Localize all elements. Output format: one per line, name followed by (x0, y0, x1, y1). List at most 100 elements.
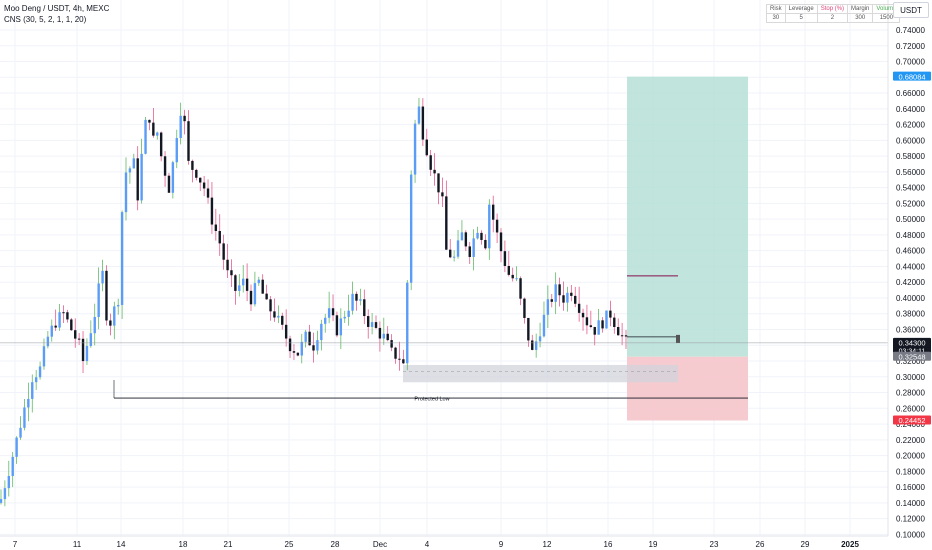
price-tick-label: 0.66000 (896, 89, 925, 98)
candle (249, 284, 253, 311)
candle (265, 284, 268, 300)
candle-body (558, 284, 561, 296)
candle (452, 250, 456, 262)
candle-body (31, 382, 34, 399)
candle-body (363, 299, 366, 317)
candle (503, 240, 507, 273)
candle-body (148, 119, 151, 123)
candle-body (449, 249, 452, 258)
candle (292, 344, 296, 360)
candle-body (113, 306, 116, 326)
indicator-label[interactable]: CNS (30, 5, 2, 1, 1, 20) (4, 15, 87, 24)
candle-body (23, 407, 26, 428)
candle (327, 291, 331, 324)
time-tick-label: 23 (710, 540, 719, 549)
candle-body (456, 240, 460, 257)
take-profit-zone[interactable] (627, 76, 748, 357)
candle (140, 138, 143, 204)
candle-body (398, 358, 401, 360)
candle (531, 334, 534, 351)
price-axis[interactable]: 0.740000.720000.700000.680000.660000.640… (887, 0, 931, 539)
candle (441, 177, 444, 208)
demand-zone[interactable] (403, 364, 678, 383)
candle (38, 361, 42, 380)
candle (433, 153, 436, 186)
candle (499, 228, 503, 263)
projection-marker[interactable] (676, 334, 680, 343)
candle-body (238, 285, 241, 291)
take-profit-price-label: 0.68084 (898, 72, 925, 81)
candle-body (605, 310, 608, 329)
candle-body (491, 204, 495, 220)
candle (581, 308, 585, 331)
candle-body (534, 341, 538, 350)
candle-body (7, 476, 11, 489)
candle (245, 263, 249, 302)
candle (605, 310, 608, 329)
candle-body (179, 115, 182, 139)
candle-body (437, 173, 440, 193)
candle-body (140, 153, 143, 201)
candle-body (519, 278, 522, 299)
candle-body (195, 169, 198, 178)
price-tick-label: 0.56000 (896, 168, 925, 177)
candle-body (409, 174, 413, 283)
candle-body (620, 335, 624, 337)
time-tick-label: 9 (499, 540, 504, 549)
risk-header: Risk (766, 4, 786, 14)
candle-body (261, 279, 264, 294)
candle-body (19, 427, 22, 438)
candle-body (320, 323, 323, 341)
candle-body (167, 175, 171, 193)
candle (577, 286, 581, 322)
candle (562, 281, 565, 311)
candle (566, 286, 569, 312)
candle-body (343, 316, 346, 319)
candle-body (550, 299, 553, 302)
candle (445, 180, 448, 250)
price-tick-label: 0.60000 (896, 136, 925, 145)
candle-body (570, 292, 573, 296)
currency-unit-button[interactable]: USDT (893, 2, 929, 18)
candle-body (128, 168, 132, 173)
price-tick-label: 0.22000 (896, 436, 925, 445)
candle (363, 289, 366, 325)
candle (81, 331, 85, 373)
candle (456, 230, 460, 259)
price-tick-label: 0.16000 (896, 483, 925, 492)
candle (116, 298, 120, 315)
time-axis[interactable]: 7 11 14 18 21 25 28 Dec 4 9 12 16 19 23 26 29 2025 (0, 535, 888, 549)
candle (335, 311, 339, 338)
candle (253, 271, 257, 307)
candle-body (425, 139, 428, 156)
candle-body (226, 259, 229, 271)
candle (546, 285, 550, 329)
candle (257, 276, 261, 286)
candle (163, 151, 167, 187)
margin-value: 300 (847, 13, 874, 23)
candle (609, 300, 612, 327)
candle (601, 317, 604, 333)
candle (187, 110, 190, 165)
symbol-title[interactable]: Moo Deng / USDT, 4h, MEXC (4, 4, 110, 13)
candle-body (214, 224, 218, 231)
candle (589, 310, 593, 329)
time-tick-label: Dec (373, 540, 387, 549)
candle-body (355, 293, 358, 301)
candle (593, 326, 596, 346)
candle (132, 153, 136, 169)
candle (421, 98, 425, 147)
price-tick-label: 0.40000 (896, 294, 925, 303)
risk-value: 30 (766, 13, 786, 23)
candle (34, 369, 38, 390)
candle-body (624, 335, 628, 337)
candle (101, 259, 104, 292)
candle-body (206, 188, 210, 198)
candle-body (257, 279, 261, 284)
candle-body (386, 333, 389, 341)
candle-body (269, 299, 272, 312)
candle-body (249, 290, 253, 305)
candle-body (171, 162, 175, 193)
candle-body (230, 270, 233, 276)
